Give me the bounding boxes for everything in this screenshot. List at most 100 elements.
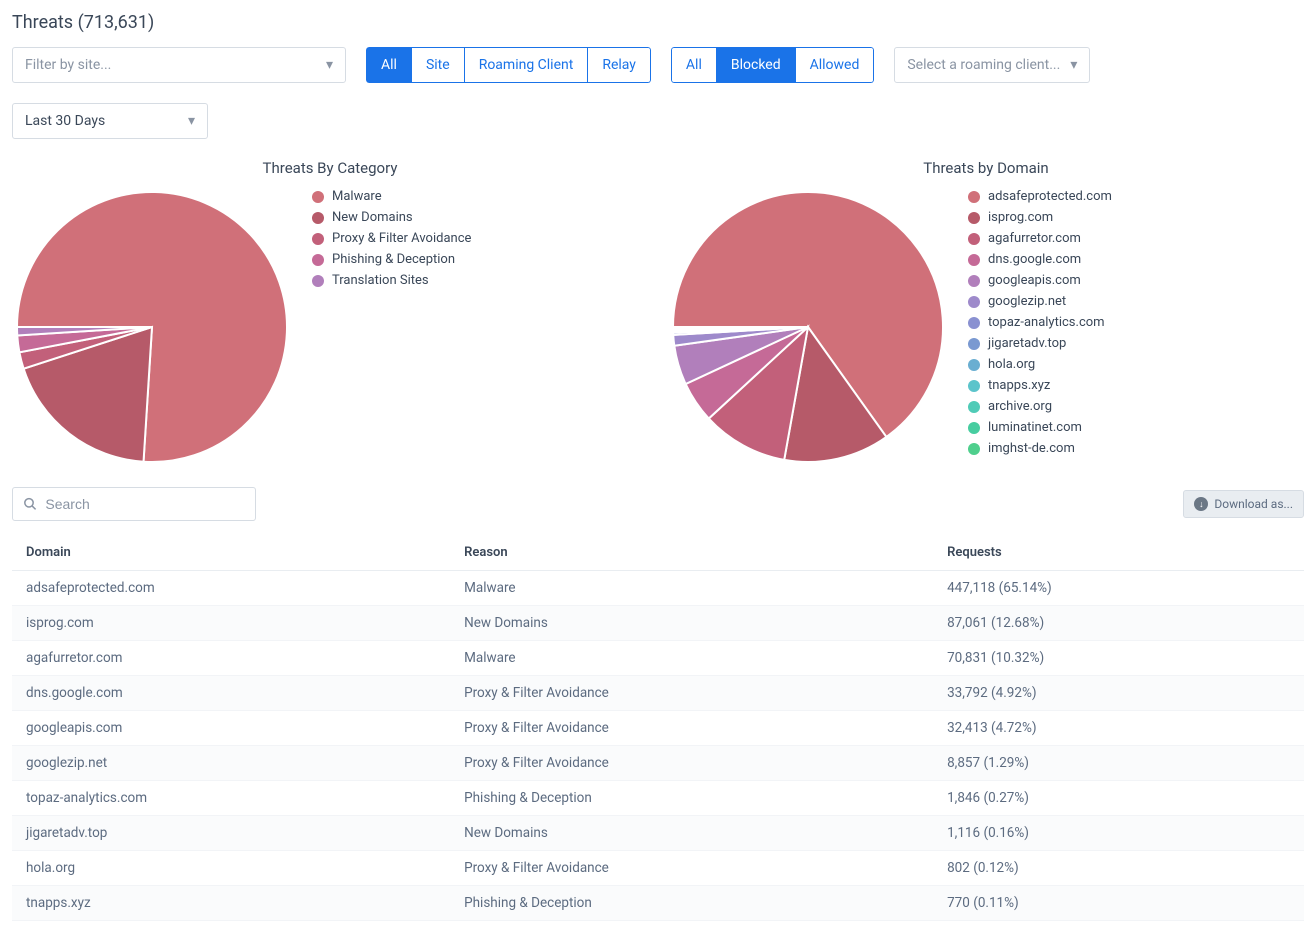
download-label: Download as... <box>1214 497 1293 511</box>
legend-label: imghst-de.com <box>988 441 1075 456</box>
category-chart-panel: Threats By Category Malware New Domains Pr… <box>12 159 648 467</box>
legend-item[interactable]: Phishing & Deception <box>312 252 471 267</box>
category-chart-title: Threats By Category <box>12 159 648 177</box>
table-row[interactable]: dns.google.comProxy & Filter Avoidance33… <box>12 676 1304 711</box>
table-toolbar: ↓ Download as... <box>12 487 1304 521</box>
table-cell: New Domains <box>450 606 933 641</box>
legend-item[interactable]: luminatinet.com <box>968 420 1112 435</box>
table-row[interactable]: googlezip.netProxy & Filter Avoidance8,8… <box>12 746 1304 781</box>
legend-label: agafurretor.com <box>988 231 1081 246</box>
legend-dot-icon <box>968 359 980 371</box>
domain-pie <box>668 187 948 467</box>
legend-dot-icon <box>968 422 980 434</box>
legend-dot-icon <box>312 191 324 203</box>
legend-dot-icon <box>968 380 980 392</box>
domain-legend: adsafeprotected.com isprog.com agafurretor… <box>968 187 1112 467</box>
source-filter-all[interactable]: All <box>366 47 412 83</box>
source-filter-site[interactable]: Site <box>412 47 465 83</box>
table-cell: topaz-analytics.com <box>12 781 450 816</box>
legend-label: tnapps.xyz <box>988 378 1050 393</box>
date-range-select[interactable]: Last 30 Days ▾ <box>12 103 208 139</box>
legend-item[interactable]: dns.google.com <box>968 252 1112 267</box>
search-input[interactable] <box>45 496 245 512</box>
table-cell: isprog.com <box>12 606 450 641</box>
table-row[interactable]: agafurretor.comMalware70,831 (10.32%) <box>12 641 1304 676</box>
table-cell: 802 (0.12%) <box>933 851 1304 886</box>
table-row[interactable]: topaz-analytics.comPhishing & Deception1… <box>12 781 1304 816</box>
legend-dot-icon <box>312 254 324 266</box>
legend-dot-icon <box>968 401 980 413</box>
table-cell: 770 (0.11%) <box>933 886 1304 921</box>
table-cell: agafurretor.com <box>12 641 450 676</box>
legend-item[interactable]: isprog.com <box>968 210 1112 225</box>
legend-label: topaz-analytics.com <box>988 315 1105 330</box>
table-row[interactable]: jigaretadv.topNew Domains1,116 (0.16%) <box>12 816 1304 851</box>
source-filter-roaming-client[interactable]: Roaming Client <box>465 47 589 83</box>
table-cell: 70,831 (10.32%) <box>933 641 1304 676</box>
status-filter-blocked[interactable]: Blocked <box>717 47 796 83</box>
pie-slice[interactable] <box>673 327 808 328</box>
legend-dot-icon <box>968 254 980 266</box>
legend-dot-icon <box>968 317 980 329</box>
legend-label: Translation Sites <box>332 273 429 288</box>
status-filter-all[interactable]: All <box>671 47 717 83</box>
threats-table: DomainReasonRequests adsafeprotected.com… <box>12 535 1304 921</box>
legend-label: hola.org <box>988 357 1035 372</box>
legend-item[interactable]: agafurretor.com <box>968 231 1112 246</box>
table-cell: adsafeprotected.com <box>12 571 450 606</box>
legend-dot-icon <box>968 275 980 287</box>
column-header[interactable]: Reason <box>450 535 933 571</box>
legend-item[interactable]: jigaretadv.top <box>968 336 1112 351</box>
legend-item[interactable]: topaz-analytics.com <box>968 315 1112 330</box>
legend-label: jigaretadv.top <box>988 336 1066 351</box>
filter-site-select[interactable]: Filter by site... ▾ <box>12 47 346 83</box>
roaming-client-select[interactable]: Select a roaming client... ▾ <box>894 47 1090 83</box>
legend-label: isprog.com <box>988 210 1053 225</box>
table-cell: Phishing & Deception <box>450 886 933 921</box>
legend-item[interactable]: hola.org <box>968 357 1112 372</box>
legend-item[interactable]: New Domains <box>312 210 471 225</box>
search-box[interactable] <box>12 487 256 521</box>
caret-down-icon: ▾ <box>1070 57 1077 73</box>
table-cell: New Domains <box>450 816 933 851</box>
table-cell: googlezip.net <box>12 746 450 781</box>
status-filter-allowed[interactable]: Allowed <box>796 47 875 83</box>
table-row[interactable]: googleapis.comProxy & Filter Avoidance32… <box>12 711 1304 746</box>
legend-item[interactable]: imghst-de.com <box>968 441 1112 456</box>
legend-item[interactable]: googlezip.net <box>968 294 1112 309</box>
domain-chart-title: Threats by Domain <box>668 159 1304 177</box>
table-row[interactable]: tnapps.xyzPhishing & Deception770 (0.11%… <box>12 886 1304 921</box>
table-cell: 1,846 (0.27%) <box>933 781 1304 816</box>
legend-dot-icon <box>968 191 980 203</box>
table-cell: jigaretadv.top <box>12 816 450 851</box>
table-row[interactable]: isprog.comNew Domains87,061 (12.68%) <box>12 606 1304 641</box>
legend-item[interactable]: adsafeprotected.com <box>968 189 1112 204</box>
legend-label: dns.google.com <box>988 252 1081 267</box>
legend-item[interactable]: tnapps.xyz <box>968 378 1112 393</box>
legend-item[interactable]: archive.org <box>968 399 1112 414</box>
legend-dot-icon <box>312 275 324 287</box>
filter-site-placeholder: Filter by site... <box>25 57 111 73</box>
table-cell: 32,413 (4.72%) <box>933 711 1304 746</box>
caret-down-icon: ▾ <box>326 57 333 73</box>
domain-chart-panel: Threats by Domain adsafeprotected.com isp… <box>668 159 1304 467</box>
legend-dot-icon <box>312 212 324 224</box>
source-filter-relay[interactable]: Relay <box>588 47 651 83</box>
legend-item[interactable]: Translation Sites <box>312 273 471 288</box>
legend-item[interactable]: googleapis.com <box>968 273 1112 288</box>
controls-bar: Filter by site... ▾ AllSiteRoaming Clien… <box>12 47 1304 139</box>
legend-dot-icon <box>312 233 324 245</box>
column-header[interactable]: Requests <box>933 535 1304 571</box>
download-icon: ↓ <box>1194 497 1208 511</box>
table-row[interactable]: adsafeprotected.comMalware447,118 (65.14… <box>12 571 1304 606</box>
legend-item[interactable]: Proxy & Filter Avoidance <box>312 231 471 246</box>
date-range-value: Last 30 Days <box>25 113 105 129</box>
legend-item[interactable]: Malware <box>312 189 471 204</box>
table-row[interactable]: hola.orgProxy & Filter Avoidance802 (0.1… <box>12 851 1304 886</box>
caret-down-icon: ▾ <box>188 113 195 129</box>
download-button[interactable]: ↓ Download as... <box>1183 490 1304 518</box>
table-cell: hola.org <box>12 851 450 886</box>
table-cell: googleapis.com <box>12 711 450 746</box>
table-cell: Proxy & Filter Avoidance <box>450 676 933 711</box>
column-header[interactable]: Domain <box>12 535 450 571</box>
